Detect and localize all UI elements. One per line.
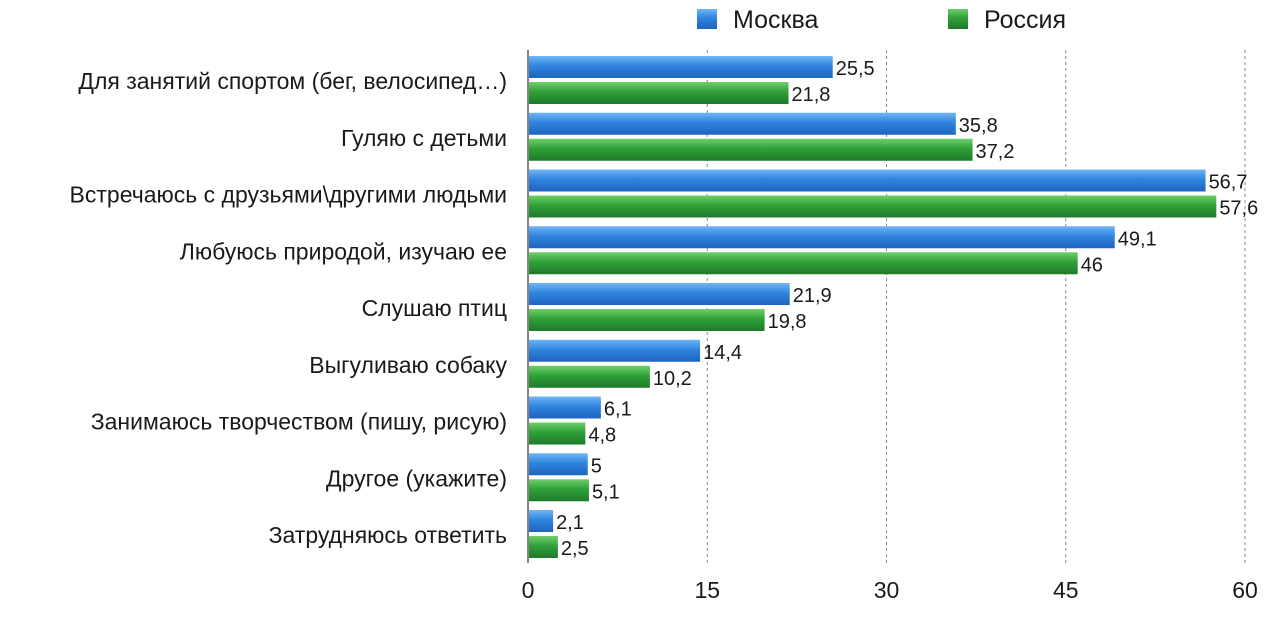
bar-moscow <box>529 283 790 305</box>
data-label: 56,7 <box>1209 172 1248 194</box>
data-label: 21,8 <box>792 84 831 106</box>
data-label: 25,5 <box>836 58 875 80</box>
bar-russia <box>529 309 765 331</box>
bar-russia <box>529 479 589 502</box>
x-tick-label: 15 <box>694 577 720 603</box>
category-label: Затрудняюсь ответить <box>269 522 507 548</box>
x-tick-label: 45 <box>1053 577 1079 603</box>
data-label: 5,1 <box>592 481 620 503</box>
legend: Москва Россия <box>697 6 1066 34</box>
data-label: 37,2 <box>976 141 1015 163</box>
x-tick-label: 60 <box>1232 577 1258 603</box>
bar-moscow <box>529 453 588 476</box>
data-label: 21,9 <box>793 285 832 307</box>
category-label: Занимаюсь творчеством (пишу, рисую) <box>91 409 507 435</box>
bar-russia <box>529 195 1217 218</box>
bars <box>529 56 1217 558</box>
data-label: 35,8 <box>959 115 998 137</box>
data-label: 14,4 <box>703 342 742 364</box>
grid-lines <box>706 50 1246 563</box>
category-labels: Для занятий спортом (бег, велосипед…) Гул… <box>70 68 508 548</box>
bar-russia <box>529 252 1078 275</box>
data-label: 49,1 <box>1118 228 1157 250</box>
data-label: 57,6 <box>1219 198 1258 220</box>
bar-moscow <box>529 396 601 419</box>
category-label: Гуляю с детьми <box>341 125 507 151</box>
legend-label: Россия <box>984 6 1066 34</box>
legend-swatch <box>948 9 968 29</box>
data-label: 10,2 <box>653 368 692 390</box>
legend-label: Москва <box>733 6 818 34</box>
x-axis: 0 15 30 45 60 <box>522 50 1258 603</box>
data-label: 19,8 <box>768 311 807 333</box>
data-label: 6,1 <box>604 399 632 421</box>
x-tick-label: 30 <box>874 577 900 603</box>
value-labels: 25,521,8 35,8 37,2 56,7 57,6 49,1 46 21,9 19,8 14… <box>556 58 1258 560</box>
bar-russia <box>529 365 650 388</box>
category-label: Слушаю птиц <box>362 295 507 321</box>
x-tick-label: 0 <box>522 577 535 603</box>
data-label: 2,1 <box>556 512 584 534</box>
bar-moscow <box>529 339 701 362</box>
legend-swatch <box>697 9 717 29</box>
bar-moscow <box>529 226 1115 249</box>
category-label: Для занятий спортом (бег, велосипед…) <box>78 68 507 94</box>
category-label: Выгуливаю собаку <box>309 352 507 378</box>
data-label: 4,8 <box>588 425 616 447</box>
category-label: Встречаюсь с друзьями\другими людьми <box>70 182 507 208</box>
bar-russia <box>529 138 973 161</box>
bar-moscow <box>529 169 1206 192</box>
bar-moscow <box>529 112 956 135</box>
bar-moscow <box>529 510 554 532</box>
category-label: Любуюсь природой, изучаю ее <box>180 238 507 264</box>
bar-moscow <box>529 56 833 78</box>
data-label: 5 <box>591 455 602 477</box>
bar-russia <box>529 422 586 445</box>
data-label: 46 <box>1081 254 1103 276</box>
data-label: 2,5 <box>561 538 589 560</box>
category-label: Другое (укажите) <box>326 465 507 491</box>
bar-russia <box>529 536 558 558</box>
bar-russia <box>529 82 789 104</box>
